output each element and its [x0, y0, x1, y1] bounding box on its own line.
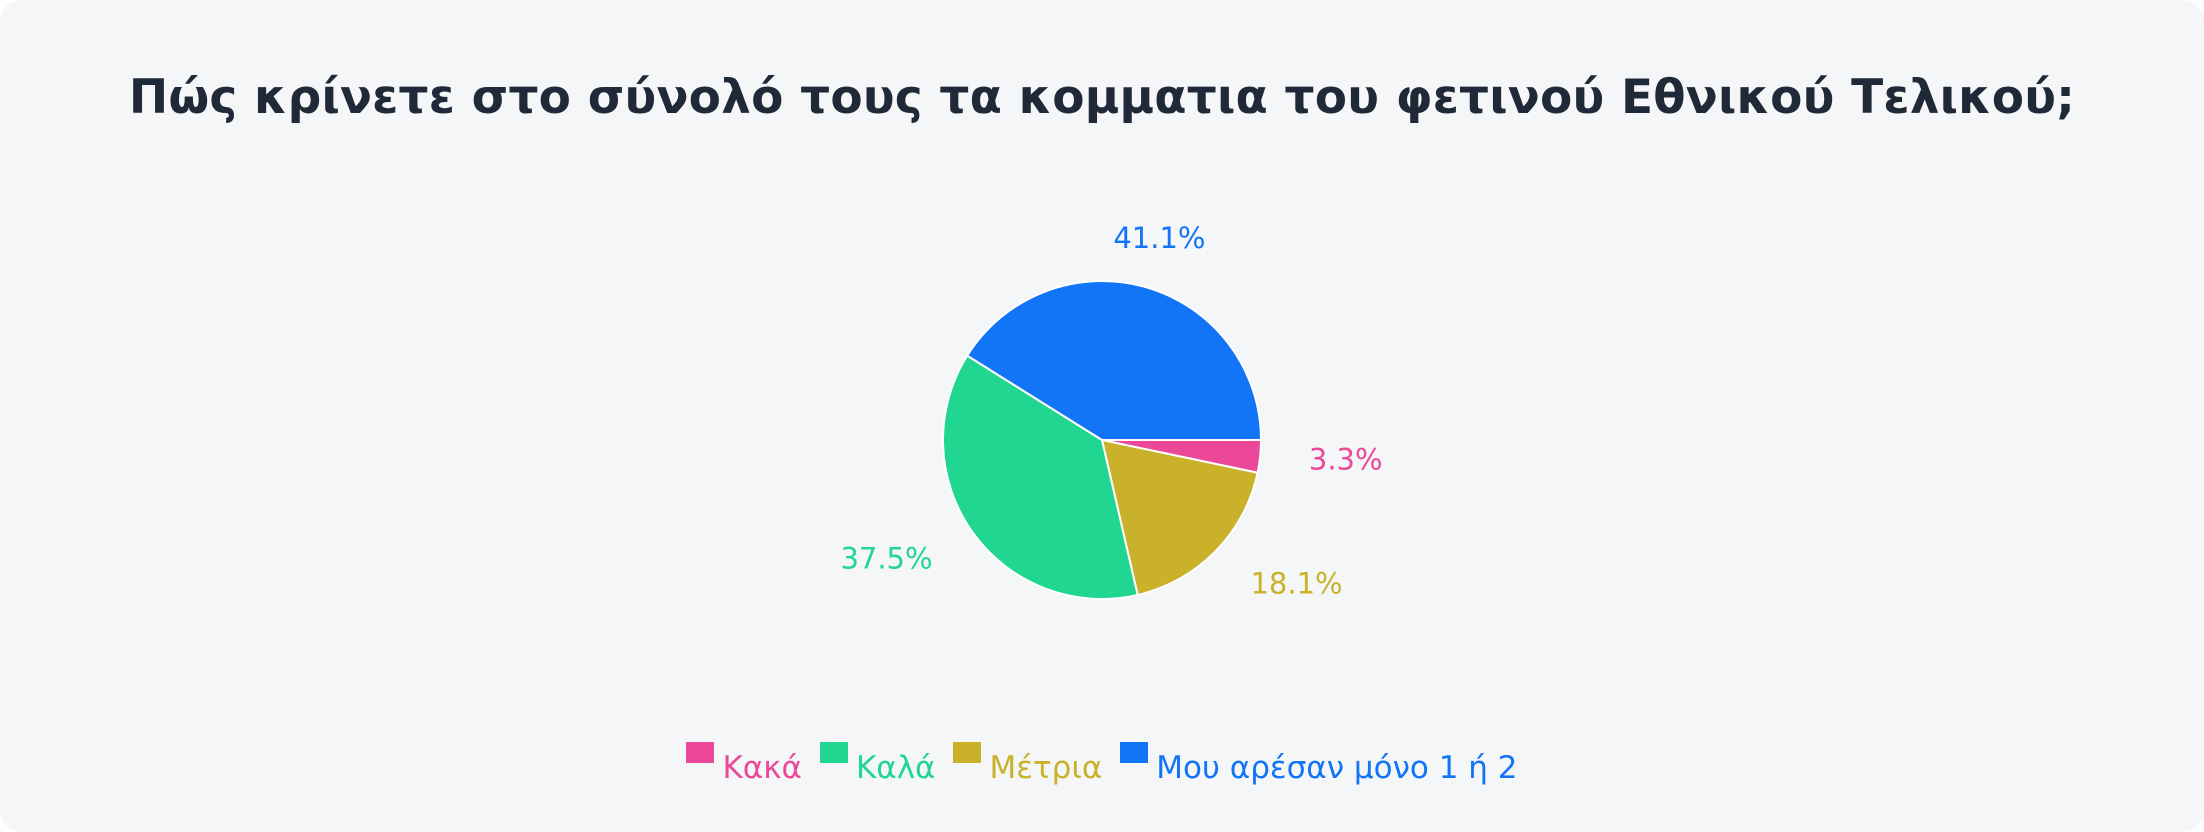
- legend-item[interactable]: Μέτρια: [953, 742, 1102, 786]
- legend-label: Κακά: [722, 750, 802, 786]
- pie-value-label: 37.5%: [840, 542, 932, 576]
- pie-value-labels: 3.3% 18.1% 37.5% 41.1%: [840, 221, 1382, 601]
- pie-value-label: 3.3%: [1309, 443, 1383, 477]
- legend-swatch: [686, 742, 715, 763]
- legend-item[interactable]: Καλά: [819, 742, 935, 786]
- pie-slice: [942, 354, 1139, 600]
- legend-label: Μου αρέσαν μόνο 1 ή 2: [1156, 750, 1518, 786]
- pie-slices: [942, 280, 1263, 600]
- legend-item[interactable]: Κακά: [686, 742, 802, 786]
- legend-item[interactable]: Μου αρέσαν μόνο 1 ή 2: [1120, 742, 1518, 786]
- legend-swatch: [953, 742, 982, 763]
- pie-value-label: 18.1%: [1250, 567, 1342, 601]
- legend-label: Καλά: [855, 750, 936, 786]
- legend-label: Μέτρια: [989, 750, 1103, 786]
- chart-title: Πώς κρίνετε στο σύνολό τους τα κομματια …: [128, 70, 2076, 125]
- legend-swatch: [1120, 742, 1149, 763]
- pie-slice: [965, 280, 1263, 441]
- pie-value-label: 41.1%: [1113, 221, 1205, 255]
- legend-swatch: [819, 742, 848, 763]
- chart-legend: Κακά Καλά Μέτρια Μου αρέσαν μόνο 1 ή 2: [0, 742, 2204, 786]
- pie-slice: [1100, 438, 1259, 597]
